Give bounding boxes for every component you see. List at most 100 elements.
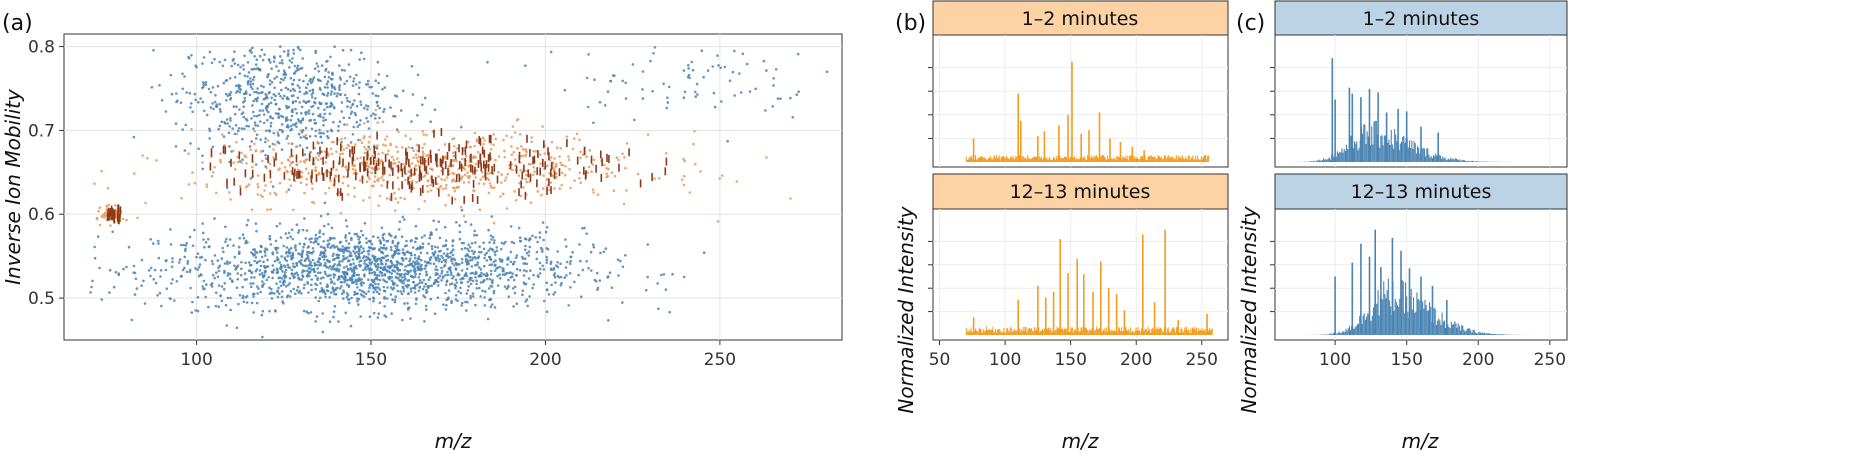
data-point — [266, 258, 269, 262]
spectrum-bar — [1202, 157, 1204, 162]
spectrum-bar — [1179, 332, 1181, 335]
spectrum-bar — [975, 155, 976, 162]
data-point-dense — [238, 151, 241, 160]
data-point — [314, 320, 317, 323]
data-point-dense — [283, 171, 286, 180]
data-point — [229, 308, 232, 312]
data-point — [525, 173, 528, 177]
data-point — [203, 245, 206, 249]
spectrum-bar — [1011, 331, 1013, 335]
data-point — [466, 140, 470, 144]
spectrum-bar — [977, 157, 979, 162]
data-point — [283, 166, 287, 169]
data-point — [347, 193, 350, 196]
spectrum-bar — [1328, 157, 1330, 162]
spectrum-bar — [1375, 120, 1377, 162]
spectrum-bar — [1164, 155, 1166, 162]
spectrum-bar — [1087, 331, 1089, 335]
spectrum-bar — [1158, 329, 1160, 335]
data-point — [585, 76, 589, 80]
spectrum-bar — [1436, 155, 1438, 162]
spectrum-bar — [1465, 330, 1467, 335]
data-point — [328, 260, 331, 263]
data-point-dense — [532, 156, 534, 165]
spectrum-bar — [1199, 330, 1201, 335]
data-point — [370, 242, 374, 246]
spectrum-bar — [1149, 328, 1151, 335]
data-point — [352, 268, 356, 272]
data-point — [286, 236, 289, 240]
data-point-dense — [521, 171, 524, 180]
data-point — [318, 235, 322, 239]
data-point — [268, 237, 272, 241]
data-point — [368, 267, 372, 270]
data-point — [474, 241, 477, 244]
data-point — [447, 297, 450, 301]
data-point — [688, 191, 692, 194]
data-point — [260, 313, 264, 317]
spectrum-bar — [1321, 159, 1323, 162]
spectrum-bar — [1203, 155, 1205, 162]
data-point — [482, 279, 486, 282]
spectrum-bar — [1358, 147, 1360, 162]
data-point — [416, 114, 419, 117]
data-point — [511, 287, 515, 290]
data-point — [289, 89, 293, 92]
data-point — [352, 80, 355, 83]
data-point — [183, 255, 187, 259]
data-point — [377, 292, 381, 296]
data-point — [355, 120, 359, 124]
spectrum-bar — [1439, 155, 1441, 162]
data-point — [405, 244, 409, 247]
data-point — [406, 250, 409, 254]
data-point — [271, 142, 275, 146]
spectrum-bar — [1350, 135, 1352, 162]
panel-c-strip-2 — [1274, 173, 1568, 210]
data-point — [368, 286, 371, 290]
data-point — [231, 280, 234, 284]
data-point — [354, 83, 358, 86]
data-point — [300, 255, 304, 259]
spectrum-bar — [1046, 157, 1048, 162]
data-point — [204, 81, 208, 84]
data-point — [579, 150, 582, 154]
spectrum-bar — [1148, 155, 1150, 162]
data-point — [205, 183, 208, 186]
data-point — [413, 291, 417, 294]
data-point — [322, 119, 325, 122]
spectrum-bar — [1040, 158, 1042, 162]
data-point — [221, 64, 225, 68]
spectrum-bar — [1040, 330, 1042, 335]
data-point-dense — [392, 181, 394, 190]
data-point — [434, 273, 438, 277]
data-point — [328, 112, 332, 115]
data-point — [295, 163, 299, 166]
spectrum-bar — [1411, 309, 1413, 335]
data-point — [480, 271, 483, 275]
spectrum-bar — [1091, 155, 1093, 162]
data-point — [352, 77, 356, 80]
data-point-dense — [436, 158, 438, 167]
data-point — [347, 284, 351, 287]
data-point — [276, 246, 280, 250]
spectrum-bar — [1008, 330, 1009, 335]
data-point — [260, 48, 264, 52]
data-point-dense — [529, 148, 531, 157]
data-point — [218, 108, 222, 111]
data-point — [298, 278, 302, 281]
data-point — [351, 102, 355, 106]
spectrum-bar — [1454, 321, 1456, 335]
data-point — [258, 113, 261, 117]
data-point — [594, 280, 598, 283]
data-point — [504, 176, 508, 179]
data-point — [338, 64, 341, 67]
data-point — [188, 91, 192, 95]
data-point — [317, 154, 321, 158]
data-point — [567, 155, 570, 158]
data-point — [238, 293, 242, 297]
spectrum-bar — [1008, 332, 1010, 335]
spectrum-bar — [1115, 160, 1117, 162]
data-point — [489, 298, 492, 301]
data-point — [233, 50, 236, 53]
data-point — [541, 221, 545, 224]
